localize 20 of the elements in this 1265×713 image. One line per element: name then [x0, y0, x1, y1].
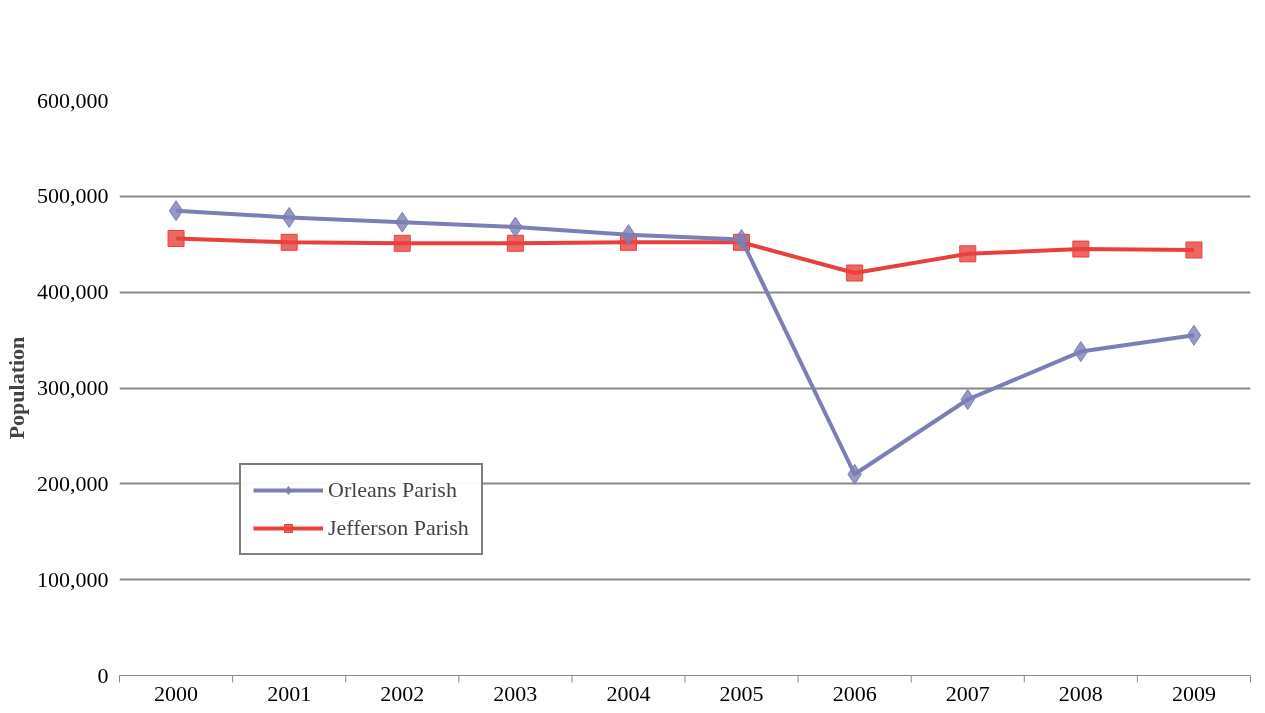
y-tick-label: 500,000 [37, 183, 109, 209]
x-tick-label: 2009 [1171, 680, 1216, 706]
x-tick-label: 2005 [719, 680, 764, 706]
y-tick-label: 600,000 [37, 87, 109, 113]
x-tick-label: 2002 [380, 680, 425, 706]
y-tick-label: 0 [97, 662, 109, 688]
x-tick-label: 2006 [832, 680, 877, 706]
x-tick-label: 2000 [154, 680, 199, 706]
x-tick-label: 2008 [1058, 680, 1103, 706]
y-tick-label: 300,000 [37, 375, 109, 400]
y-tick-label: 400,000 [37, 279, 109, 305]
x-tick-label: 2004 [606, 680, 651, 706]
legend-label: Orleans Parish [328, 477, 457, 503]
y-tick-label: 200,000 [37, 470, 109, 496]
y-axis-title: Population [4, 336, 29, 440]
x-tick-label: 2007 [945, 680, 990, 706]
x-tick-label: 2001 [267, 680, 312, 706]
legend-label: Jefferson Parish [328, 515, 469, 541]
x-tick-label: 2003 [493, 680, 538, 706]
y-tick-label: 100,000 [37, 566, 109, 592]
